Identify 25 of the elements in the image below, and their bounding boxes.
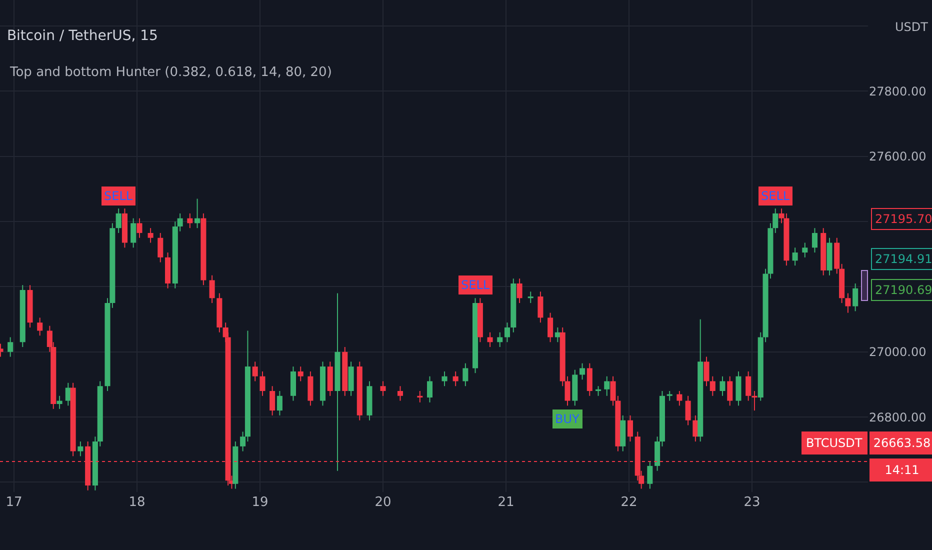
x-tick-label: 22	[620, 495, 638, 510]
text: 27195.70	[875, 212, 932, 226]
x-tick-label: 21	[498, 495, 514, 510]
x-tick-label: 18	[128, 495, 146, 510]
text: 26663.58	[873, 436, 931, 450]
x-tick-label: 23	[744, 495, 760, 510]
text: 14:11	[884, 463, 920, 477]
x-tick-label: 19	[252, 495, 268, 510]
annotation: SELL	[104, 189, 133, 203]
y-tick-label: 27800.00	[869, 84, 926, 98]
text: 27194.91	[875, 252, 932, 266]
annotation: BUY	[555, 412, 580, 426]
y-axis-title: USDT	[895, 20, 929, 34]
ref-line-label: BTCUSDT	[806, 436, 863, 450]
text: 27190.69	[875, 283, 932, 297]
y-tick-label: 27000.00	[869, 345, 926, 360]
x-tick-label: 20	[374, 495, 392, 510]
text: Bitcoin / TetherUS, 15	[6, 28, 158, 44]
y-tick-label: 26800.00	[869, 410, 926, 424]
candlestick	[752, 390, 758, 411]
annotation: SELL	[461, 278, 490, 292]
y-tick-label: 27600.00	[869, 150, 926, 164]
annotation: SELL	[761, 189, 790, 203]
text: Top and bottom Hunter (0.382, 0.618, 14, 80, 20)	[9, 65, 332, 80]
x-tick-label: 17	[6, 495, 22, 510]
